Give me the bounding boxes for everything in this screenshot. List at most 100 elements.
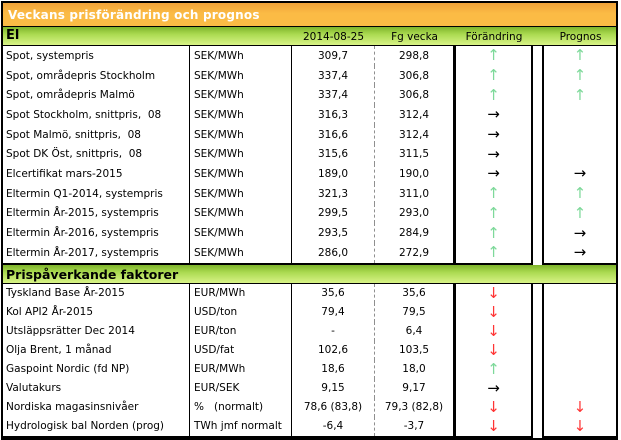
previous-value: 79,3 (82,8) xyxy=(375,397,454,417)
forecast-cell xyxy=(544,105,616,125)
row-label: Utsläppsrätter Dec 2014 xyxy=(3,321,190,341)
change-cell: ↑ xyxy=(456,223,531,243)
current-value: 309,7 xyxy=(292,46,375,66)
arrow-up-icon: ↑ xyxy=(573,66,587,85)
current-value: 337,4 xyxy=(292,85,375,106)
forecast-cell xyxy=(544,144,616,164)
section-title-faktorer: Prispåverkande faktorer xyxy=(6,266,179,282)
row-unit: SEK/MWh xyxy=(190,164,292,184)
previous-value: 284,9 xyxy=(375,223,454,243)
previous-value: 79,5 xyxy=(375,302,454,322)
previous-value: 190,0 xyxy=(375,164,454,184)
table-row: Utsläppsrätter Dec 2014 EUR/ton -6,4 xyxy=(3,321,454,341)
row-unit: USD/fat xyxy=(190,340,292,360)
row-label: Spot Stockholm, snittpris, 08 xyxy=(3,105,190,125)
row-label: Eltermin Q1-2014, systempris xyxy=(3,183,190,204)
section-header-faktorer: Prispåverkande faktorer xyxy=(3,264,616,284)
row-unit: USD/ton xyxy=(190,302,292,322)
row-label: Spot Malmö, snittpris, 08 xyxy=(3,124,190,145)
forecast-cell: → xyxy=(544,243,616,263)
change-cell: ↑ xyxy=(456,66,531,86)
change-cell: → xyxy=(456,164,531,184)
arrow-up-icon: ↑ xyxy=(573,85,587,104)
table-row: Spot Stockholm, snittpris, 08 SEK/MWh 316,… xyxy=(3,105,454,125)
faktorer-change-arrow-box: ↓ ↓ ↓ ↓ ↑ → ↓ ↓ xyxy=(454,283,534,438)
arrow-right-icon: → xyxy=(573,243,587,262)
current-value: 78,6 (83,8) xyxy=(292,397,375,417)
current-value: 293,5 xyxy=(292,223,375,243)
forecast-cell: ↑ xyxy=(544,204,616,224)
column-gap xyxy=(533,46,542,265)
row-unit: SEK/MWh xyxy=(190,144,292,165)
change-cell: → xyxy=(456,125,531,145)
arrow-up-icon: ↑ xyxy=(487,66,500,85)
table-row: Olja Brent, 1 månad USD/fat 102,6 103,5 xyxy=(3,340,454,360)
table-row: Eltermin År-2016, systempris SEK/MWh 293,5… xyxy=(3,223,454,243)
row-label: Gaspoint Nordic (fd NP) xyxy=(3,359,190,379)
arrow-down-icon: ↓ xyxy=(487,340,500,359)
section-title-el: El xyxy=(6,28,20,43)
forecast-cell: → xyxy=(544,164,616,184)
change-cell: ↓ xyxy=(456,284,531,303)
previous-value: 298,8 xyxy=(375,46,454,66)
row-label: Spot DK Öst, snittpris, 08 xyxy=(3,144,190,165)
table-row: Eltermin År-2017, systempris SEK/MWh 286,0… xyxy=(3,242,454,263)
current-value: 102,6 xyxy=(292,340,375,360)
table-row: Spot, systempris SEK/MWh 309,7 298,8 xyxy=(3,46,454,66)
forecast-cell: ↑ xyxy=(544,184,616,204)
row-label: Hydrologisk bal Norden (prog) xyxy=(3,416,190,436)
arrow-right-icon: → xyxy=(573,164,587,183)
row-label: Elcertifikat mars-2015 xyxy=(3,164,190,184)
row-unit: SEK/MWh xyxy=(190,223,292,243)
row-unit: SEK/MWh xyxy=(190,203,292,224)
arrow-right-icon: → xyxy=(487,378,500,397)
column-header-previous-week: Fg vecka xyxy=(391,31,438,43)
el-forecast-arrow-box: ↑ ↑ ↑ → ↑ ↑ → → xyxy=(541,46,616,265)
current-value: 299,5 xyxy=(292,203,375,224)
arrow-up-icon: ↑ xyxy=(573,46,587,65)
arrow-up-icon: ↑ xyxy=(487,184,500,203)
change-cell: ↓ xyxy=(456,398,531,417)
row-unit: EUR/ton xyxy=(190,321,292,341)
column-gap xyxy=(533,284,542,438)
arrow-up-icon: ↑ xyxy=(487,85,500,104)
row-unit: SEK/MWh xyxy=(190,85,292,106)
el-values-table: Spot, systempris SEK/MWh 309,7 298,8 Spot, o… xyxy=(3,46,454,265)
faktorer-forecast-arrow-box: ↓ ↓ xyxy=(541,283,616,438)
arrow-right-icon: → xyxy=(487,105,500,124)
current-value: 316,3 xyxy=(292,105,375,125)
current-value: 315,6 xyxy=(292,144,375,165)
forecast-cell xyxy=(544,341,616,360)
previous-value: 311,0 xyxy=(375,183,454,204)
forecast-cell: → xyxy=(544,223,616,243)
previous-value: 35,6 xyxy=(375,283,454,303)
change-cell: ↑ xyxy=(456,243,531,263)
previous-value: 18,0 xyxy=(375,359,454,379)
row-label: Tyskland Base År-2015 xyxy=(3,283,190,303)
previous-value: 306,8 xyxy=(375,65,454,86)
current-value: 79,4 xyxy=(292,302,375,322)
forecast-cell xyxy=(544,360,616,379)
previous-value: 272,9 xyxy=(375,242,454,263)
current-value: 189,0 xyxy=(292,164,375,184)
table-row: Gaspoint Nordic (fd NP) EUR/MWh 18,6 18,0 xyxy=(3,359,454,379)
current-value: 9,15 xyxy=(292,378,375,398)
el-change-arrow-box: ↑ ↑ ↑ → → → → ↑ ↑ ↑ ↑ xyxy=(454,46,534,265)
table-row: Valutakurs EUR/SEK 9,15 9,17 xyxy=(3,378,454,398)
section-faktorer-body: Tyskland Base År-2015 EUR/MWh 35,6 35,6 Kol … xyxy=(3,283,616,438)
row-unit: % (normalt) xyxy=(190,397,292,417)
previous-value: 293,0 xyxy=(375,203,454,224)
current-value: 286,0 xyxy=(292,242,375,263)
forecast-cell xyxy=(544,322,616,341)
row-label: Nordiska magasinsnivåer xyxy=(3,397,190,417)
table-row: Eltermin Q1-2014, systempris SEK/MWh 321,3… xyxy=(3,183,454,204)
arrow-down-icon: ↓ xyxy=(487,397,500,416)
previous-value: 6,4 xyxy=(375,321,454,341)
arrow-right-icon: → xyxy=(487,144,500,163)
table-row: Spot DK Öst, snittpris, 08 SEK/MWh 315,6 31… xyxy=(3,144,454,165)
arrow-right-icon: → xyxy=(573,223,587,242)
column-header-current-date: 2014-08-25 xyxy=(302,31,365,43)
arrow-down-icon: ↓ xyxy=(487,283,500,302)
previous-value: 312,4 xyxy=(375,124,454,145)
